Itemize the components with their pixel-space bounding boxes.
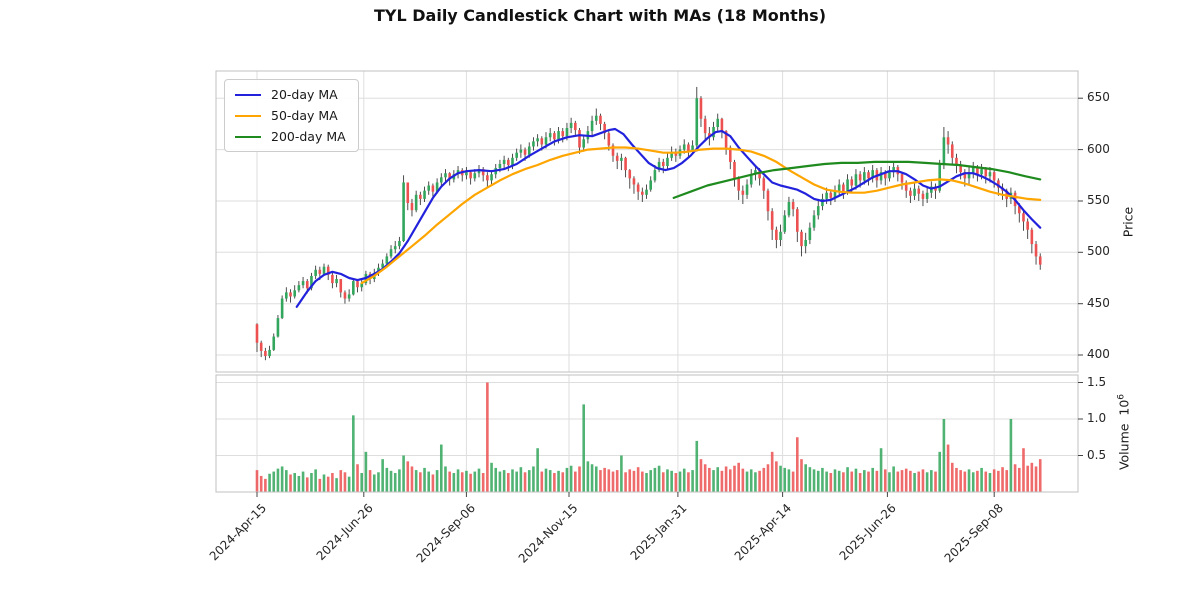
volume-axis-label-text: Volume [1116, 423, 1132, 471]
legend-swatch-20-day-ma [235, 93, 261, 96]
legend-item: 200-day MA [235, 129, 346, 144]
price-tick-label: 500 [1087, 244, 1110, 259]
volume-axis-label: Volume 106 [1116, 394, 1131, 470]
volume-axis-exponent: 6 [1116, 393, 1127, 400]
legend-swatch-50-day-ma [235, 114, 261, 117]
price-tick-label: 400 [1087, 347, 1110, 362]
legend-swatch-200-day-ma [235, 135, 261, 138]
chart-title: TYL Daily Candlestick Chart with MAs (18… [373, 6, 827, 25]
volume-tick-label: 0.5 [1087, 447, 1107, 462]
volume-tick-label: 1.5 [1087, 374, 1107, 389]
price-tick-label: 600 [1087, 141, 1110, 156]
legend-item: 50-day MA [235, 108, 346, 123]
legend-label: 20-day MA [271, 87, 338, 102]
price-tick-label: 650 [1087, 90, 1110, 105]
legend-item: 20-day MA [235, 87, 346, 102]
legend-label: 50-day MA [271, 108, 338, 123]
volume-tick-label: 1.0 [1087, 411, 1107, 425]
price-tick-label: 550 [1087, 192, 1110, 207]
price-axis-label: Price [1121, 207, 1136, 238]
price-tick-label: 450 [1087, 295, 1110, 310]
legend: 20-day MA 50-day MA 200-day MA [224, 79, 359, 152]
volume-axis-multiplier: 10 [1116, 399, 1132, 416]
price-axis-label-text: Price [1120, 206, 1136, 238]
legend-label: 200-day MA [271, 129, 346, 144]
